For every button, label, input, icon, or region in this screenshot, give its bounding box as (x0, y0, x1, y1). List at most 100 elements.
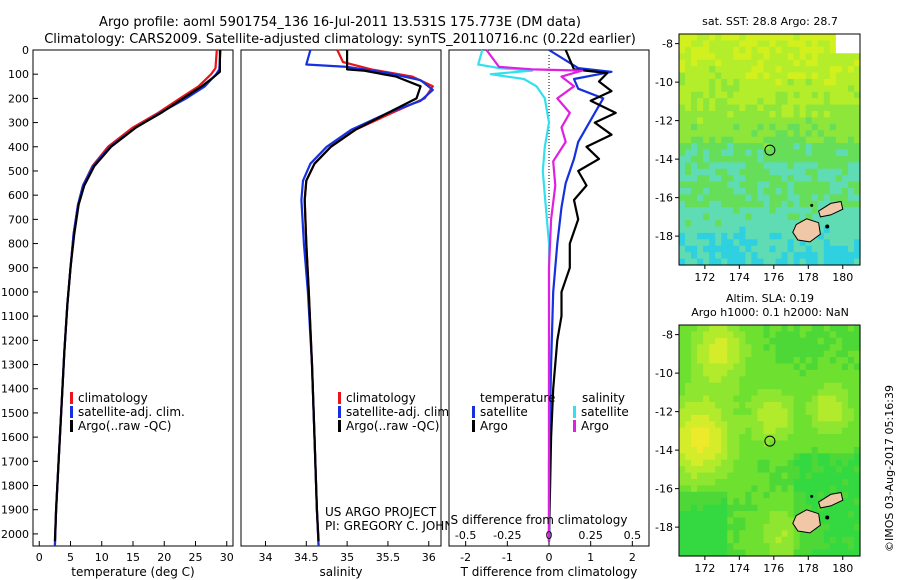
sla-map-cell (787, 453, 795, 461)
sst-map-cell (793, 34, 801, 42)
sst-map-cell (799, 175, 807, 183)
sla-map-cell (841, 408, 849, 416)
sla-map-cell (787, 479, 795, 487)
sst-map-cell (751, 168, 759, 176)
sla-map-cell (703, 485, 710, 493)
sst-map-cell (691, 143, 698, 151)
sst-map-cell (697, 200, 704, 208)
sla-map-cell (781, 331, 789, 339)
sla-map-cell (757, 363, 765, 371)
sst-map-cell (697, 46, 704, 54)
sla-map-cell (715, 402, 722, 410)
sla-map-cell (817, 427, 825, 435)
sst-map-cell (679, 207, 686, 215)
sst-map-cell (817, 117, 825, 125)
sst-map-cell (685, 188, 692, 196)
sla-map-cell (763, 389, 771, 397)
sst-map-cell (799, 123, 807, 131)
sst-map-cell (775, 53, 783, 61)
sla-map-cell (811, 350, 819, 358)
sla-map-cell (835, 434, 843, 442)
sst-map-cell (829, 239, 837, 247)
sla-map-cell (745, 421, 752, 429)
sla-map-cell (763, 440, 771, 448)
sst-map-cell (817, 98, 825, 106)
sst-map-cell (727, 168, 734, 176)
sst-map-cell (811, 168, 819, 176)
sla-map-cell (853, 434, 861, 442)
sst-map-cell (709, 245, 716, 253)
sla-map-cell (697, 389, 704, 397)
sla-map-cell (739, 382, 746, 390)
sst-map-cell (841, 66, 849, 74)
sla-map-cell (691, 325, 698, 333)
sst-map-cell (793, 155, 801, 163)
sla-map-cell (751, 466, 759, 474)
sst-map-cell (685, 168, 692, 176)
sst-map-cell (685, 136, 692, 144)
sla-map-cell (799, 434, 807, 442)
temperature-x-tick-label: 0 (36, 551, 43, 564)
sla-map-cell (697, 363, 704, 371)
sla-map-cell (733, 331, 740, 339)
sst-map-cell (841, 175, 849, 183)
sst-map-x-tick-label: 174 (729, 271, 750, 284)
sla-map-cell (757, 536, 765, 544)
sla-map-cell (805, 337, 813, 345)
sst-map-cell (847, 155, 855, 163)
sla-map-cell (835, 543, 843, 551)
sst-map-cell (781, 85, 789, 93)
sst-map-cell (751, 162, 759, 170)
sst-map-cell (817, 111, 825, 119)
sla-map-cell (781, 382, 789, 390)
sst-map-cell (817, 85, 825, 93)
sst-map-cell (781, 34, 789, 42)
sla-map-cell (703, 421, 710, 429)
sst-map-cell (751, 239, 759, 247)
sla-map-cell (823, 344, 831, 352)
sla-map-cell (679, 446, 686, 454)
sst-map-cell (727, 143, 734, 151)
sla-map-cell (829, 517, 837, 525)
sla-map-cell (799, 421, 807, 429)
sst-map-cell (787, 78, 795, 86)
sla-map-cell (841, 453, 849, 461)
sla-map-cell (811, 357, 819, 365)
sst-map-cell (817, 226, 825, 234)
sla-map-cell (679, 408, 686, 416)
sst-map-cell (697, 239, 704, 247)
sst-map-cell (835, 220, 843, 228)
sst-map-cell (841, 34, 849, 42)
sst-map-cell (751, 149, 759, 157)
sst-map-cell (853, 239, 861, 247)
sla-map-cell (739, 357, 746, 365)
sla-map-cell (769, 376, 777, 384)
sla-map-cell (805, 402, 813, 410)
sst-map-cell (853, 168, 861, 176)
sst-map-cell (697, 162, 704, 170)
salinity-legend-argo-swatch (338, 420, 341, 432)
sla-map-cell (763, 427, 771, 435)
sst-map-cell (823, 200, 831, 208)
sla-map-cell (697, 446, 704, 454)
sla-map-cell (799, 325, 807, 333)
sst-map-cell (691, 168, 698, 176)
sla-map-cell (853, 325, 861, 333)
sst-map-cell (775, 66, 783, 74)
sla-map-cell (715, 414, 722, 422)
sla-map-cell (721, 511, 728, 519)
sla-map-cell (751, 498, 759, 506)
sst-map-cell (757, 155, 765, 163)
sst-map-cell (703, 53, 710, 61)
sst-map-cell (685, 85, 692, 93)
sla-map-cell (751, 369, 759, 377)
sla-map-cell (829, 479, 837, 487)
sla-map-cell (727, 459, 734, 467)
sst-map-cell (721, 91, 728, 99)
sst-map-cell (811, 40, 819, 48)
sla-map-cell (781, 479, 789, 487)
sst-map-cell (757, 220, 765, 228)
sla-map-cell (817, 453, 825, 461)
sst-map-cell (751, 143, 759, 151)
sst-map-cell (805, 98, 813, 106)
